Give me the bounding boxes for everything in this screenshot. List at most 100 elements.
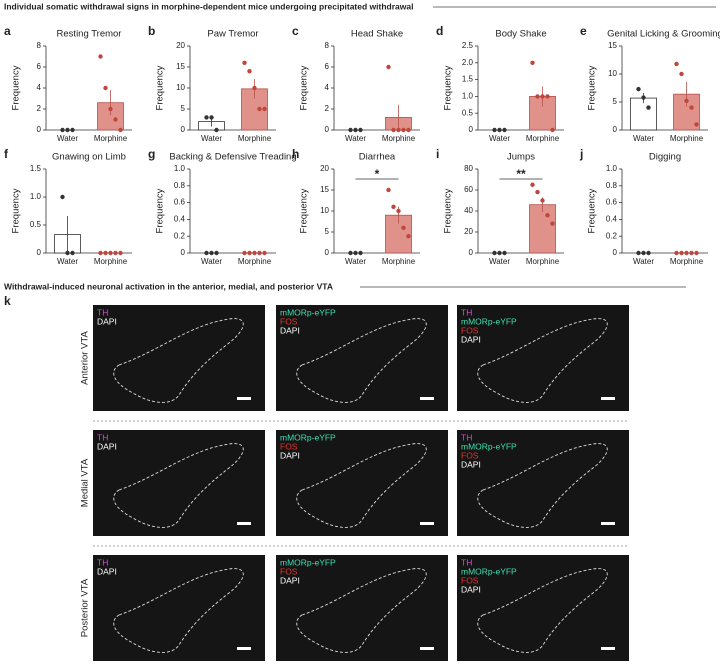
data-point bbox=[502, 250, 507, 256]
y-tick-label: 5 bbox=[181, 104, 186, 113]
y-tick-label: 0.8 bbox=[606, 181, 618, 190]
y-axis-label: Frequency bbox=[443, 65, 454, 110]
panel-letter: a bbox=[4, 24, 11, 38]
y-tick-label: 0 bbox=[181, 248, 186, 257]
y-tick-label: 10 bbox=[320, 206, 329, 215]
y-tick-label: 20 bbox=[464, 227, 473, 236]
data-point bbox=[406, 234, 411, 239]
y-tick-label: 2.0 bbox=[462, 58, 474, 67]
significance-label: ** bbox=[516, 167, 526, 181]
y-tick-label: 20 bbox=[176, 41, 185, 50]
y-tick-label: 0.4 bbox=[174, 215, 186, 224]
channel-label: FOS bbox=[280, 566, 298, 576]
panel-letter: h bbox=[292, 147, 299, 161]
data-point bbox=[353, 250, 358, 256]
channel-label: TH bbox=[461, 307, 472, 317]
channel-label: DAPI bbox=[97, 441, 117, 451]
data-point bbox=[497, 127, 502, 133]
y-tick-label: 4 bbox=[325, 83, 330, 92]
y-tick-label: 8 bbox=[325, 41, 330, 50]
x-tick-label: Morphine bbox=[526, 134, 560, 143]
y-tick-label: 0 bbox=[469, 248, 474, 257]
channel-label: DAPI bbox=[461, 334, 481, 344]
data-point bbox=[550, 127, 555, 133]
chart-title: Diarrhea bbox=[359, 152, 396, 163]
y-tick-label: 4 bbox=[37, 83, 42, 92]
y-tick-label: 1.0 bbox=[30, 192, 42, 201]
panel-letter: c bbox=[292, 24, 299, 38]
channel-label: TH bbox=[97, 432, 108, 442]
micrograph bbox=[457, 555, 629, 661]
chart-title: Paw Tremor bbox=[207, 29, 258, 40]
y-tick-label: 0.5 bbox=[30, 220, 42, 229]
data-point bbox=[401, 225, 406, 230]
x-tick-label: Water bbox=[201, 134, 222, 143]
panel-letter: i bbox=[436, 147, 439, 161]
data-point bbox=[550, 221, 555, 226]
data-point bbox=[492, 127, 497, 133]
channel-label: DAPI bbox=[461, 459, 481, 469]
y-tick-label: 15 bbox=[608, 41, 617, 50]
chart-title: Genital Licking & Grooming bbox=[607, 29, 720, 40]
scale-bar bbox=[420, 397, 434, 400]
data-point bbox=[545, 213, 550, 218]
y-tick-label: 2 bbox=[325, 104, 330, 113]
channel-label: mMORp-eYFP bbox=[280, 557, 336, 567]
data-point bbox=[348, 127, 353, 133]
y-tick-label: 0.8 bbox=[174, 181, 186, 190]
data-point bbox=[348, 250, 353, 256]
x-tick-label: Morphine bbox=[670, 134, 704, 143]
data-point bbox=[113, 117, 118, 122]
data-point bbox=[391, 127, 396, 133]
chart-title: Digging bbox=[649, 152, 681, 163]
data-point bbox=[247, 69, 252, 74]
x-tick-label: Water bbox=[345, 134, 366, 143]
data-point bbox=[530, 182, 535, 187]
channel-label: FOS bbox=[461, 450, 479, 460]
y-tick-label: 20 bbox=[320, 164, 329, 173]
vta-outline bbox=[113, 568, 244, 653]
data-point bbox=[98, 54, 103, 59]
y-tick-label: 40 bbox=[464, 206, 473, 215]
scale-bar bbox=[601, 647, 615, 650]
data-point bbox=[242, 250, 247, 256]
data-point bbox=[204, 115, 209, 120]
data-point bbox=[530, 60, 535, 65]
data-point bbox=[60, 194, 65, 200]
vta-outline bbox=[113, 318, 244, 403]
channel-label: mMORp-eYFP bbox=[280, 307, 336, 317]
data-point bbox=[242, 60, 247, 65]
chart-title: Gnawing on Limb bbox=[52, 152, 126, 163]
channel-label: FOS bbox=[280, 316, 298, 326]
data-point bbox=[535, 94, 540, 99]
data-point bbox=[209, 115, 214, 120]
x-tick-label: Water bbox=[633, 257, 654, 266]
micrograph bbox=[457, 430, 629, 536]
data-point bbox=[689, 250, 694, 256]
data-point bbox=[497, 250, 502, 256]
y-tick-label: 1.5 bbox=[30, 164, 42, 173]
channel-label: FOS bbox=[461, 575, 479, 585]
scale-bar bbox=[237, 647, 251, 650]
y-axis-label: Frequency bbox=[587, 65, 598, 110]
data-point bbox=[684, 250, 689, 256]
x-tick-label: Water bbox=[489, 134, 510, 143]
channel-label: mMORp-eYFP bbox=[280, 432, 336, 442]
data-point bbox=[492, 250, 497, 256]
y-tick-label: 10 bbox=[608, 69, 617, 78]
y-tick-label: 0 bbox=[613, 125, 618, 134]
data-point bbox=[406, 127, 411, 133]
data-point bbox=[353, 127, 358, 133]
y-tick-label: 2 bbox=[37, 104, 42, 113]
micrograph bbox=[93, 555, 265, 661]
y-axis-label: Frequency bbox=[11, 65, 22, 110]
chart-title: Head Shake bbox=[351, 29, 403, 40]
vta-outline bbox=[296, 443, 427, 528]
data-point bbox=[108, 106, 113, 112]
data-point bbox=[679, 71, 684, 77]
data-point bbox=[70, 127, 75, 133]
channel-label: TH bbox=[461, 557, 472, 567]
data-point bbox=[636, 250, 641, 256]
data-point bbox=[108, 250, 113, 256]
data-point bbox=[118, 250, 123, 256]
